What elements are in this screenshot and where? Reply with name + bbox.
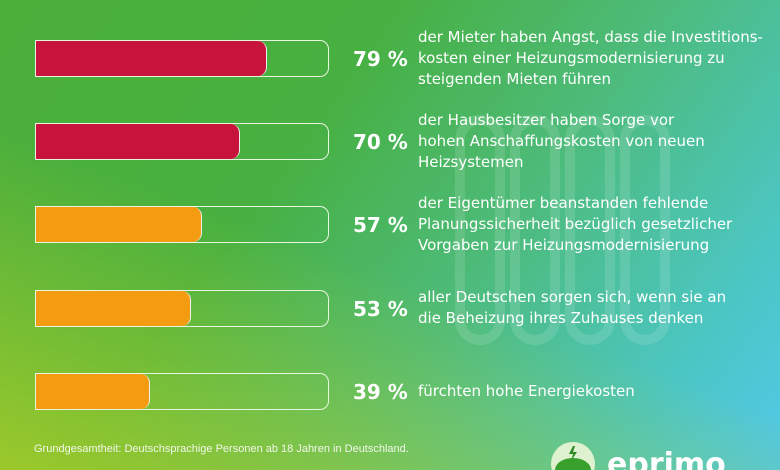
value-label: 53 % xyxy=(353,297,408,321)
bar-track xyxy=(35,206,329,243)
label-line: aller Deutschen sorgen sich, wenn sie an xyxy=(418,288,727,306)
bar-row: 79 % der Mieter haben Angst, dass die Inv… xyxy=(35,28,770,88)
label-line: Planungssicherheit bezüglich gesetzliche… xyxy=(418,214,733,233)
label-line: die Beheizung ihres Zuhauses denken xyxy=(418,309,704,327)
bar xyxy=(36,124,241,159)
value-label: 39 % xyxy=(353,380,408,404)
bar xyxy=(36,207,203,242)
label-line: Heizsystemen xyxy=(418,152,524,171)
logo-text: eprimo xyxy=(607,447,726,470)
eprimo-logo: eprimo xyxy=(551,442,726,470)
bar-row: 53 % aller Deutschen sorgen sich, wenn si… xyxy=(35,287,770,330)
bar-track xyxy=(35,290,329,327)
footnote: Grundgesamtheit: Deutschsprachige Person… xyxy=(34,443,409,455)
label-line: der Hausbesitzer haben Sorge vor xyxy=(418,110,675,129)
value-label: 79 % xyxy=(353,47,408,71)
label-line: hohen Anschaffungskosten von neuen xyxy=(418,131,705,150)
category-label: aller Deutschen sorgen sich, wenn sie an… xyxy=(418,287,768,329)
bar xyxy=(36,374,150,409)
bar xyxy=(36,41,267,76)
label-line: kosten einer Heizungsmodernisierung zu xyxy=(418,48,725,67)
label-line: der Mieter haben Angst, dass die Investi… xyxy=(418,27,763,46)
label-line: Vorgaben zur Heizungsmodernisierung xyxy=(418,235,710,254)
bar-track xyxy=(35,373,329,410)
category-label: fürchten hohe Energiekosten xyxy=(418,381,768,402)
category-label: der Eigentümer beanstanden fehlende Planu… xyxy=(418,193,768,256)
bar-track xyxy=(35,123,329,160)
label-line: fürchten hohe Energiekosten xyxy=(418,381,635,400)
bar-row: 70 % der Hausbesitzer haben Sorge vor hohe… xyxy=(35,111,770,171)
bar xyxy=(36,291,191,326)
bar-row: 39 % fürchten hohe Energiekosten xyxy=(35,373,770,413)
label-line: steigenden Mieten führen xyxy=(418,69,611,88)
bar-row: 57 % der Eigentümer beanstanden fehlende P… xyxy=(35,194,770,254)
bar-track xyxy=(35,40,329,77)
category-label: der Mieter haben Angst, dass die Investi… xyxy=(418,27,768,90)
value-label: 57 % xyxy=(353,213,408,237)
value-label: 70 % xyxy=(353,130,408,154)
radiator-watermark-icon xyxy=(455,115,670,345)
category-label: der Hausbesitzer haben Sorge vor hohen An… xyxy=(418,110,768,173)
label-line: der Eigentümer beanstanden fehlende xyxy=(418,193,709,212)
